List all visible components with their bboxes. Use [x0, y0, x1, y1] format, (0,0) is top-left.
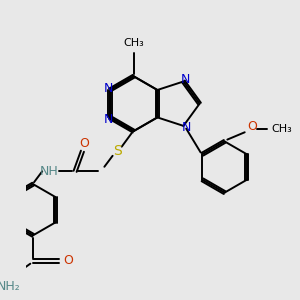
Text: O: O: [79, 137, 89, 150]
Text: NH: NH: [40, 165, 59, 178]
Text: CH₃: CH₃: [271, 124, 292, 134]
Text: S: S: [113, 144, 122, 158]
Text: N: N: [103, 113, 113, 126]
Text: N: N: [182, 121, 191, 134]
Text: N: N: [103, 82, 113, 94]
Text: O: O: [63, 254, 73, 267]
Text: CH₃: CH₃: [123, 38, 144, 48]
Text: N: N: [181, 73, 190, 86]
Text: NH₂: NH₂: [0, 280, 20, 293]
Text: O: O: [247, 120, 257, 133]
